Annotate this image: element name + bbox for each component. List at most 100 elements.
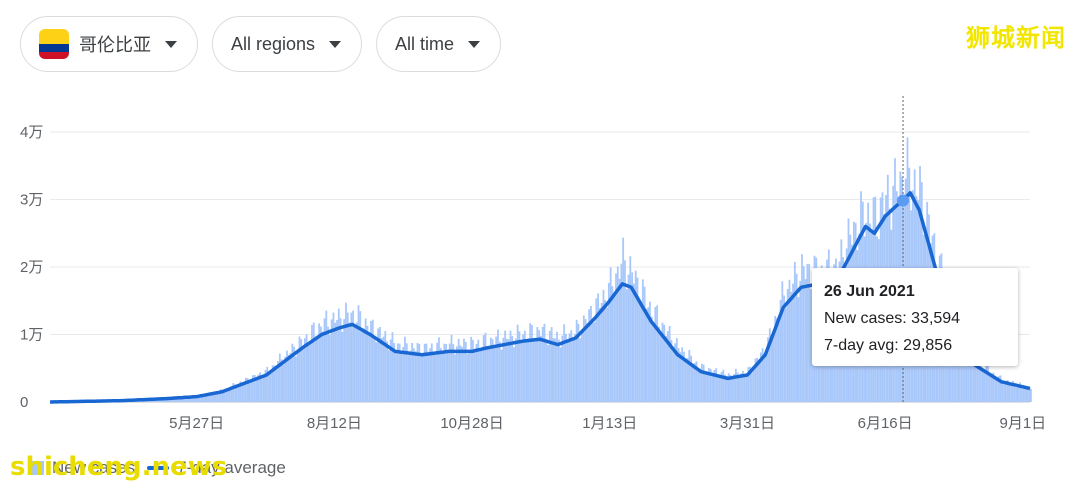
new-cases-bar [1024, 385, 1027, 402]
new-cases-bar [808, 264, 811, 402]
new-cases-bar [291, 343, 294, 402]
new-cases-bar [654, 307, 657, 402]
x-axis-labels: 5月27日 8月12日 10月28日 1月13日 3月31日 6月16日 9月1日 [169, 415, 1046, 432]
new-cases-bar [970, 358, 973, 402]
seven-day-average-series [50, 191, 1031, 404]
new-cases-bar [962, 340, 964, 402]
new-cases-bar [747, 367, 750, 402]
new-cases-bar [704, 372, 707, 402]
new-cases-bar [282, 364, 285, 402]
new-cases-bar [176, 397, 179, 402]
new-cases-bar [688, 350, 691, 402]
new-cases-bar [407, 355, 410, 402]
new-cases-bar [396, 343, 399, 402]
new-cases-bar [475, 343, 478, 402]
new-cases-bar [486, 345, 489, 402]
new-cases-bar [484, 332, 487, 402]
time-filter-chip[interactable]: All time [376, 16, 502, 72]
new-cases-bar [480, 348, 483, 402]
cases-chart[interactable]: 0 1万 2万 3万 4万 5月27日 8月12日 10月28日 1月13日 3月31日 6月16… [0, 80, 1080, 440]
time-filter-label: All time [395, 33, 455, 54]
new-cases-bar [219, 389, 222, 402]
new-cases-bar [541, 326, 544, 402]
new-cases-bar [979, 362, 982, 402]
new-cases-bar [543, 323, 546, 402]
new-cases-bar [568, 333, 571, 402]
new-cases-bar [250, 381, 253, 402]
new-cases-bar [570, 330, 573, 402]
new-cases-bar [382, 336, 385, 402]
country-filter-chip[interactable]: 哥伦比亚 [20, 16, 198, 72]
new-cases-bar [371, 319, 374, 402]
new-cases-bar [611, 286, 614, 402]
new-cases-bar [466, 353, 469, 402]
new-cases-bar [767, 337, 769, 402]
new-cases-bar [328, 334, 331, 402]
new-cases-bar [695, 361, 698, 402]
new-cases-bar [754, 358, 757, 402]
legend-item-new-cases[interactable]: New cases [30, 458, 135, 478]
new-cases-bar [636, 277, 639, 402]
new-cases-bar [972, 352, 975, 402]
new-cases-bar [423, 343, 426, 402]
new-cases-bar [303, 338, 306, 402]
new-cases-bar [455, 346, 458, 402]
new-cases-bar [720, 371, 723, 402]
new-cases-bar [709, 369, 712, 402]
new-cases-bar [697, 367, 700, 402]
new-cases-bar [368, 331, 371, 402]
new-cases-bar [604, 300, 607, 402]
new-cases-bar [783, 295, 785, 402]
region-filter-chip[interactable]: All regions [212, 16, 363, 72]
new-cases-bar [545, 339, 548, 402]
new-cases-bar [781, 281, 784, 402]
new-cases-bar [675, 338, 678, 402]
new-cases-bar [454, 354, 456, 402]
new-cases-bar [463, 338, 465, 402]
new-cases-bar [286, 350, 288, 402]
new-cases-bar [470, 336, 473, 402]
new-cases-bar [615, 273, 617, 402]
new-cases-bar [806, 264, 809, 402]
country-filter-label: 哥伦比亚 [79, 35, 151, 55]
new-cases-bar [343, 319, 346, 402]
new-cases-bar [799, 280, 802, 402]
new-cases-bar [461, 346, 464, 402]
new-cases-bar [234, 384, 236, 402]
new-cases-bar [489, 337, 492, 402]
new-cases-bar [330, 319, 333, 402]
new-cases-bar [666, 331, 669, 402]
new-cases-bar [477, 339, 480, 402]
new-cases-bar [734, 368, 737, 402]
new-cases-bar [733, 374, 735, 402]
new-cases-bar [702, 364, 705, 402]
new-cases-bar [793, 262, 796, 402]
new-cases-bar [227, 388, 229, 402]
new-cases-bar [307, 343, 310, 402]
new-cases-bar [482, 335, 485, 402]
new-cases-bar [287, 354, 290, 402]
new-cases-bar [559, 347, 562, 402]
new-cases-bar [731, 378, 734, 402]
new-cases-bar [638, 304, 641, 402]
legend-item-average[interactable]: 7-day average [147, 458, 286, 478]
new-cases-bar [416, 342, 419, 402]
new-cases-bar [699, 369, 701, 402]
new-cases-bar [184, 397, 186, 402]
new-cases-bar [1013, 383, 1016, 402]
new-cases-bar [625, 289, 628, 402]
new-cases-bar [632, 283, 635, 402]
new-cases-bar [600, 303, 603, 402]
new-cases-bar [207, 392, 210, 402]
new-cases-bar [759, 352, 762, 402]
new-cases-bar [661, 322, 664, 402]
new-cases-bar [513, 347, 515, 402]
new-cases-bar [761, 348, 764, 402]
new-cases-bar [182, 397, 185, 402]
new-cases-bar [230, 386, 233, 402]
new-cases-bar [629, 256, 632, 402]
new-cases-bar [241, 382, 244, 402]
y-tick-label: 1万 [20, 327, 43, 344]
new-cases-bar [259, 372, 262, 402]
new-cases-bar [985, 364, 988, 402]
